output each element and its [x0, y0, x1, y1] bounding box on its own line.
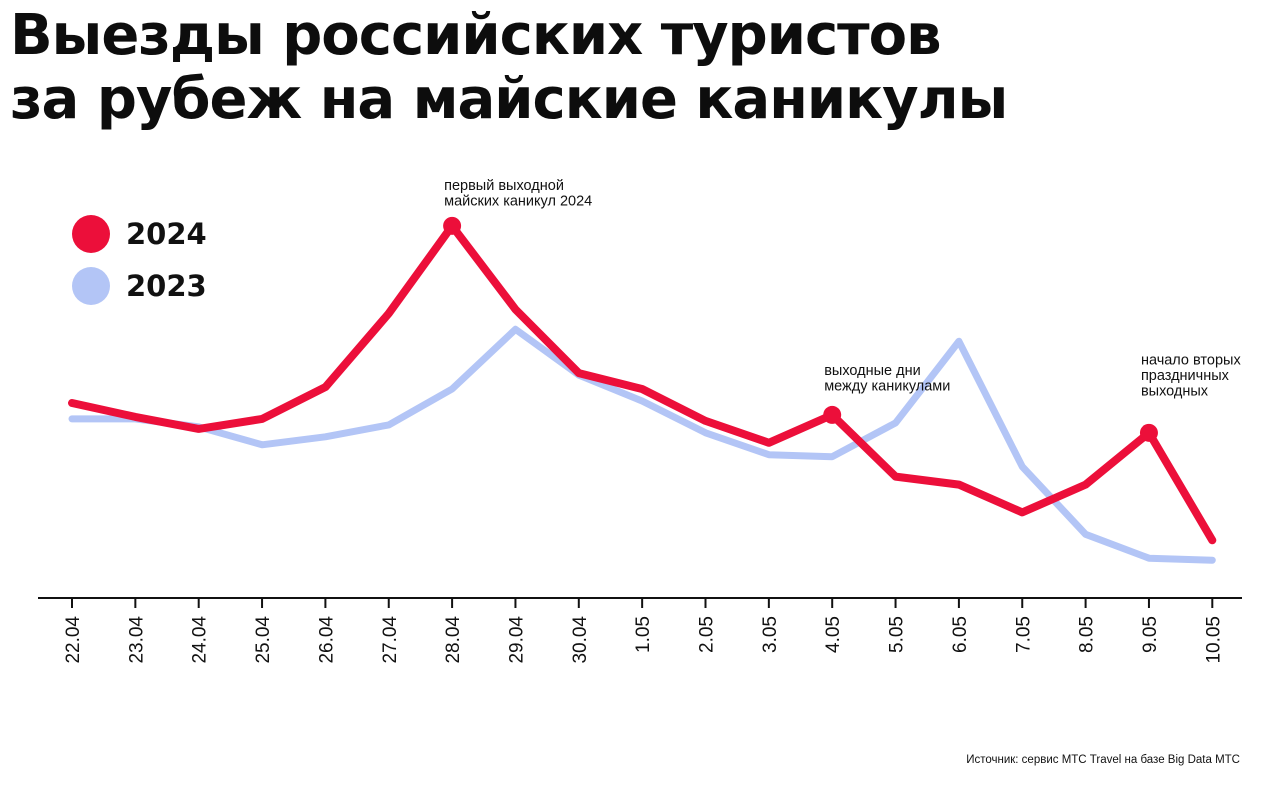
source-note: Источник: сервис МТС Travel на базе Big …: [966, 754, 1240, 766]
chart-legend: 2024 2023: [72, 208, 207, 312]
series-line-2023: [68, 325, 1216, 564]
x-tick-label-8.05: 8.05: [1077, 616, 1098, 653]
x-tick-label-2.05: 2.05: [697, 616, 718, 653]
legend-label-2024: 2024: [126, 217, 207, 251]
annotation-1-line-1: между каникулами: [824, 378, 950, 394]
legend-label-2023: 2023: [126, 269, 207, 303]
series-line-2024: [68, 221, 1217, 545]
chart-points-layer: [443, 216, 1158, 442]
x-tick-label-26.04: 26.04: [316, 616, 337, 664]
annotation-2-line-1: праздничных: [1141, 368, 1230, 384]
x-tick-label-6.05: 6.05: [950, 616, 971, 653]
x-tick-label-4.05: 4.05: [823, 616, 844, 653]
legend-item-2024: 2024: [72, 208, 207, 260]
point-2024-28.04: [443, 216, 462, 235]
point-2024-4.05: [823, 405, 842, 424]
x-tick-label-23.04: 23.04: [126, 616, 147, 664]
x-tick-label-5.05: 5.05: [887, 616, 908, 653]
chart-title-line-1: Выезды российских туристов: [10, 3, 942, 68]
x-axis: 22.04 23.04 24.04 25.04 26.04 27.04 28.04 29.04…: [38, 597, 1242, 664]
x-tick-label-7.05: 7.05: [1013, 616, 1034, 653]
legend-marker-2024: [72, 215, 110, 253]
x-tick-label-9.05: 9.05: [1140, 616, 1161, 653]
chart-series-layer: [68, 221, 1217, 564]
legend-item-2023: 2023: [72, 260, 207, 312]
x-tick-label-10.05: 10.05: [1203, 616, 1224, 664]
annotation-0-line-1: майских каникул 2024: [444, 193, 592, 209]
x-tick-label-3.05: 3.05: [760, 616, 781, 653]
x-tick-label-1.05: 1.05: [633, 616, 654, 653]
x-tick-label-29.04: 29.04: [506, 616, 527, 664]
annotation-2-line-0: начало вторых: [1141, 352, 1242, 368]
annotation-2-line-2: выходных: [1141, 383, 1209, 399]
chart-title-line-2: за рубеж на майские каникулы: [10, 67, 1008, 132]
x-tick-label-22.04: 22.04: [63, 616, 84, 664]
annotation-0-line-0: первый выходной: [444, 178, 564, 194]
x-tick-label-25.04: 25.04: [253, 616, 274, 664]
point-2024-9.05: [1139, 423, 1158, 442]
annotation-1-line-0: выходные дни: [824, 363, 921, 379]
x-tick-label-27.04: 27.04: [380, 616, 401, 664]
legend-marker-2023: [72, 267, 110, 305]
x-tick-label-30.04: 30.04: [570, 616, 591, 664]
x-tick-label-28.04: 28.04: [443, 616, 464, 664]
x-tick-label-24.04: 24.04: [190, 616, 211, 664]
chart-title: Выезды российских туристов за рубеж на м…: [10, 3, 1008, 132]
